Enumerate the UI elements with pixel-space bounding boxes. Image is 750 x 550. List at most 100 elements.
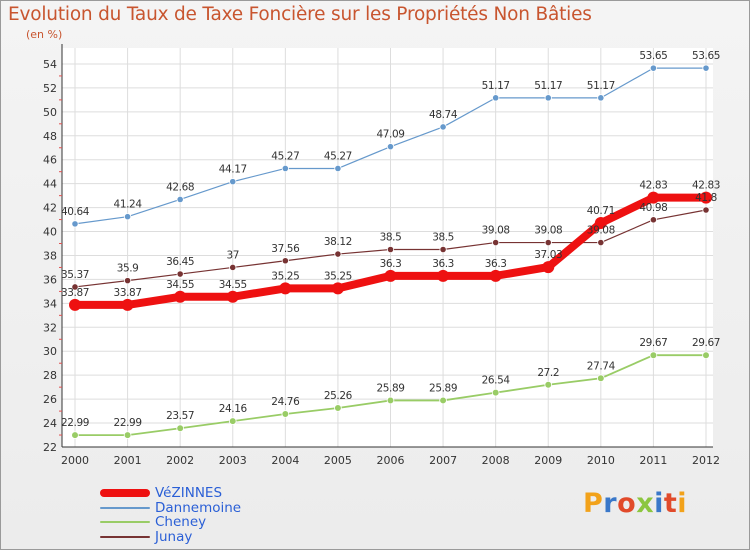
x-tick-label: 2003 xyxy=(219,454,247,467)
data-point-cheney xyxy=(123,431,132,439)
data-label-junay: 38.12 xyxy=(324,236,352,248)
x-tick-label: 2005 xyxy=(324,454,352,467)
data-label-dannemoine: 53.65 xyxy=(692,50,720,62)
data-label-cheney: 22.99 xyxy=(61,417,89,429)
x-tick-label: 2012 xyxy=(692,454,720,467)
data-point-vezinnes xyxy=(331,282,344,295)
data-label-vezinnes: 35.25 xyxy=(271,270,299,282)
data-point-vezinnes xyxy=(69,298,81,311)
x-tick-label: 2009 xyxy=(534,454,562,467)
data-label-cheney: 22.99 xyxy=(114,417,142,429)
data-label-cheney: 29.67 xyxy=(692,337,720,349)
chart-title: Evolution du Taux de Taxe Foncière sur l… xyxy=(8,4,592,25)
data-label-dannemoine: 44.17 xyxy=(219,164,247,176)
data-point-dannemoine xyxy=(229,178,237,186)
data-point-dannemoine xyxy=(492,94,500,102)
y-tick-label: 26 xyxy=(43,393,57,406)
data-label-dannemoine: 41.24 xyxy=(114,199,143,211)
logo-letter: i xyxy=(677,488,688,519)
logo-letter: P xyxy=(583,488,604,519)
data-label-junay: 40.98 xyxy=(639,202,667,214)
y-tick-label: 52 xyxy=(43,82,57,95)
y-tick-label: 22 xyxy=(43,441,57,454)
data-point-junay xyxy=(386,245,395,254)
data-point-cheney xyxy=(702,351,710,359)
y-tick-label: 44 xyxy=(43,178,57,191)
y-tick-label: 40 xyxy=(43,226,57,239)
data-label-dannemoine: 51.17 xyxy=(534,80,562,92)
data-label-dannemoine: 51.17 xyxy=(587,80,615,92)
data-label-junay: 38.5 xyxy=(380,232,402,244)
data-label-vezinnes: 42.83 xyxy=(639,180,667,192)
y-tick-label: 50 xyxy=(43,106,57,119)
data-point-vezinnes xyxy=(700,191,712,204)
logo-letter: x xyxy=(636,488,655,519)
data-point-dannemoine xyxy=(123,213,132,221)
x-tick-label: 2006 xyxy=(377,454,405,467)
legend-label-cheney: Cheney xyxy=(155,514,207,530)
data-label-cheney: 27.2 xyxy=(537,367,559,379)
y-tick-label: 24 xyxy=(43,417,57,430)
data-point-dannemoine xyxy=(439,123,447,131)
logo-letter: o xyxy=(617,488,637,519)
y-axis-unit: (en %) xyxy=(26,28,63,41)
data-label-junay: 41.8 xyxy=(695,192,717,204)
data-label-vezinnes: 34.55 xyxy=(219,279,247,291)
data-label-dannemoine: 42.68 xyxy=(166,181,194,193)
data-point-cheney xyxy=(544,380,553,389)
data-point-dannemoine xyxy=(386,143,395,151)
legend-line xyxy=(100,521,150,523)
data-label-cheney: 25.26 xyxy=(324,390,353,402)
data-point-junay xyxy=(229,263,237,272)
legend-swatch-dannemoine xyxy=(100,501,150,515)
data-label-vezinnes: 42.83 xyxy=(692,180,720,192)
data-label-cheney: 25.89 xyxy=(376,382,404,394)
data-label-vezinnes: 37.03 xyxy=(534,249,562,261)
y-tick-label: 36 xyxy=(43,273,57,286)
y-tick-label: 28 xyxy=(43,369,57,382)
data-point-dannemoine xyxy=(281,164,289,173)
data-label-vezinnes: 33.87 xyxy=(114,287,142,299)
data-point-cheney xyxy=(597,374,605,383)
data-point-junay xyxy=(597,238,605,247)
data-label-junay: 39.08 xyxy=(534,225,562,237)
data-point-dannemoine xyxy=(71,220,79,228)
y-tick-label: 30 xyxy=(43,345,57,358)
data-label-vezinnes: 36.3 xyxy=(485,258,507,270)
data-point-vezinnes xyxy=(489,269,502,282)
data-point-cheney xyxy=(228,417,237,425)
data-point-cheney xyxy=(334,404,342,412)
legend-swatch-vezinnes xyxy=(100,486,150,500)
data-label-dannemoine: 51.17 xyxy=(482,80,510,92)
data-label-dannemoine: 47.09 xyxy=(376,129,404,141)
x-tick-label: 2007 xyxy=(429,454,457,467)
data-label-dannemoine: 48.74 xyxy=(429,109,458,121)
data-point-junay xyxy=(281,257,289,265)
data-point-dannemoine xyxy=(702,64,710,72)
data-label-junay: 35.37 xyxy=(61,269,89,281)
data-point-cheney xyxy=(491,388,500,397)
x-tick-label: 2000 xyxy=(61,454,89,467)
data-point-cheney xyxy=(439,396,447,405)
data-label-vezinnes: 36.3 xyxy=(380,258,402,270)
y-tick-label: 48 xyxy=(43,130,57,143)
data-label-vezinnes: 35.25 xyxy=(324,270,352,282)
logo-letter: t xyxy=(663,488,678,519)
data-point-cheney xyxy=(649,351,658,359)
data-point-junay xyxy=(334,250,342,258)
data-label-junay: 35.9 xyxy=(117,263,139,275)
data-label-cheney: 24.16 xyxy=(219,403,248,415)
data-label-junay: 37.56 xyxy=(271,243,300,255)
data-point-vezinnes xyxy=(174,290,187,303)
data-point-junay xyxy=(176,270,184,278)
data-label-cheney: 27.74 xyxy=(587,360,616,372)
data-point-junay xyxy=(123,277,132,285)
data-point-dannemoine xyxy=(649,64,658,72)
x-tick-label: 2002 xyxy=(166,454,194,467)
plot-area xyxy=(62,48,713,447)
x-tick-label: 2004 xyxy=(271,454,299,467)
data-point-cheney xyxy=(71,431,79,439)
data-label-cheney: 26.54 xyxy=(482,375,511,387)
data-label-dannemoine: 45.27 xyxy=(271,150,299,162)
data-point-junay xyxy=(71,283,79,291)
